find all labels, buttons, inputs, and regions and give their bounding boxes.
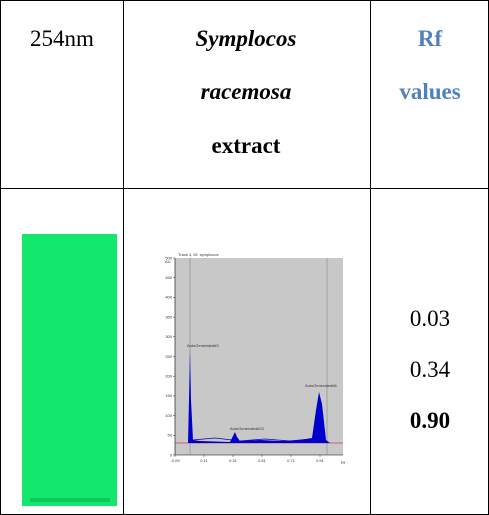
x-tick-label: 0.91 xyxy=(316,458,325,463)
peak-label: AutoGenerated#8 xyxy=(305,383,337,388)
rf-value: 0.34 xyxy=(410,357,451,382)
y-tick-label: 150 xyxy=(165,393,172,398)
y-tick-label: 400 xyxy=(165,295,172,300)
densitogram: Track 4, ID: symplocos AU Rf AutoGenerat… xyxy=(163,248,346,470)
peak-label: AutoGenerated#20 xyxy=(230,426,265,431)
tlc-plate xyxy=(22,234,117,506)
header-cell: 254nm xyxy=(30,26,94,51)
page: 254nm Symplocos racemosa extract Rf valu… xyxy=(0,0,489,515)
y-tick-label: 250 xyxy=(165,354,172,359)
rf-value: 0.03 xyxy=(410,306,450,331)
header-cell: Symplocos xyxy=(196,26,297,51)
y-tick-label: 300 xyxy=(165,334,172,339)
x-tick-label: -0.09 xyxy=(170,458,180,463)
y-tick-label: 50 xyxy=(168,433,173,438)
x-tick-label: 0.71 xyxy=(287,458,296,463)
y-tick-label: 450 xyxy=(165,275,172,280)
rf-value: 0.90 xyxy=(410,408,450,433)
y-tick-label: 100 xyxy=(165,413,172,418)
header-cell: extract xyxy=(212,133,281,158)
header-cell: values xyxy=(399,79,460,104)
x-tick-label: 0.11 xyxy=(200,458,208,463)
y-tick-label: 350 xyxy=(165,314,172,319)
y-tick-label: 200 xyxy=(165,374,172,379)
header-cell: racemosa xyxy=(201,79,292,104)
x-tick-label: 0.31 xyxy=(229,458,238,463)
y-tick-label: 500 xyxy=(165,255,172,260)
x-tick-label: 0.51 xyxy=(258,458,267,463)
chart-title: Track 4, ID: symplocos xyxy=(178,252,219,257)
header-cell: Rf xyxy=(418,26,443,51)
peak-label: AutoGenerated#3 xyxy=(187,343,219,348)
